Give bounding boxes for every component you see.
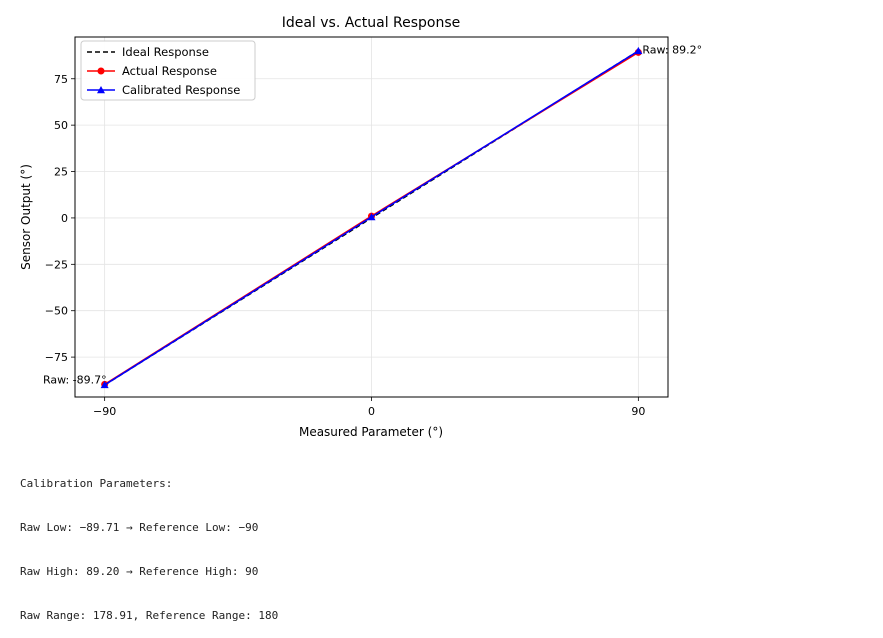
y-tick-label: 50 xyxy=(54,119,68,132)
legend-label: Ideal Response xyxy=(122,45,209,59)
x-tick-label: −90 xyxy=(93,405,116,418)
x-axis-label: Measured Parameter (°) xyxy=(299,425,443,439)
y-tick-label: 75 xyxy=(54,73,68,86)
triangle-marker xyxy=(367,213,376,221)
calibration-line-raw-low: Raw Low: −89.71 → Reference Low: −90 xyxy=(20,520,259,534)
x-tick-label: 90 xyxy=(631,405,645,418)
y-axis-label: Sensor Output (°) xyxy=(19,164,33,270)
legend-item-actual-response: Actual Response xyxy=(87,64,217,78)
calibration-line-range: Raw Range: 178.91, Reference Range: 180 xyxy=(20,608,279,622)
y-tick-label: 0 xyxy=(61,212,68,225)
legend-item-calibrated-response: Calibrated Response xyxy=(87,83,240,97)
calibration-parameters: Calibration Parameters: Raw Low: −89.71 … xyxy=(20,448,278,638)
legend-label: Actual Response xyxy=(122,64,217,78)
calibration-line-raw-high: Raw High: 89.20 → Reference High: 90 xyxy=(20,564,259,578)
annotations: Raw: -89.7° Raw: 89.2° xyxy=(43,43,702,386)
triangle-marker xyxy=(634,46,643,55)
legend-box xyxy=(80,40,256,101)
circle-marker xyxy=(97,67,105,75)
x-axis-ticks: −90 0 90 xyxy=(93,397,645,418)
triangle-marker xyxy=(97,86,105,94)
x-tick-label: 0 xyxy=(368,405,375,418)
legend-label: Calibrated Response xyxy=(122,83,240,97)
annotation-label: Raw: -89.7° xyxy=(43,373,107,386)
legend-item-ideal-response: Ideal Response xyxy=(87,45,209,59)
y-tick-label: 25 xyxy=(54,166,68,179)
y-tick-label: −75 xyxy=(45,351,68,364)
legend: Ideal Response Actual Response Calibrated … xyxy=(80,40,256,101)
y-axis-ticks: −75 −50 −25 0 25 50 75 xyxy=(45,73,75,364)
chart-title: Ideal vs. Actual Response xyxy=(282,15,461,31)
calibration-heading: Calibration Parameters: xyxy=(20,477,173,491)
y-tick-label: −50 xyxy=(45,305,68,318)
triangle-marker xyxy=(100,380,109,389)
series-layer xyxy=(100,46,643,389)
series-calibrated-response xyxy=(100,46,643,389)
y-tick-label: −25 xyxy=(45,258,68,271)
annotation-label: Raw: 89.2° xyxy=(642,43,702,56)
